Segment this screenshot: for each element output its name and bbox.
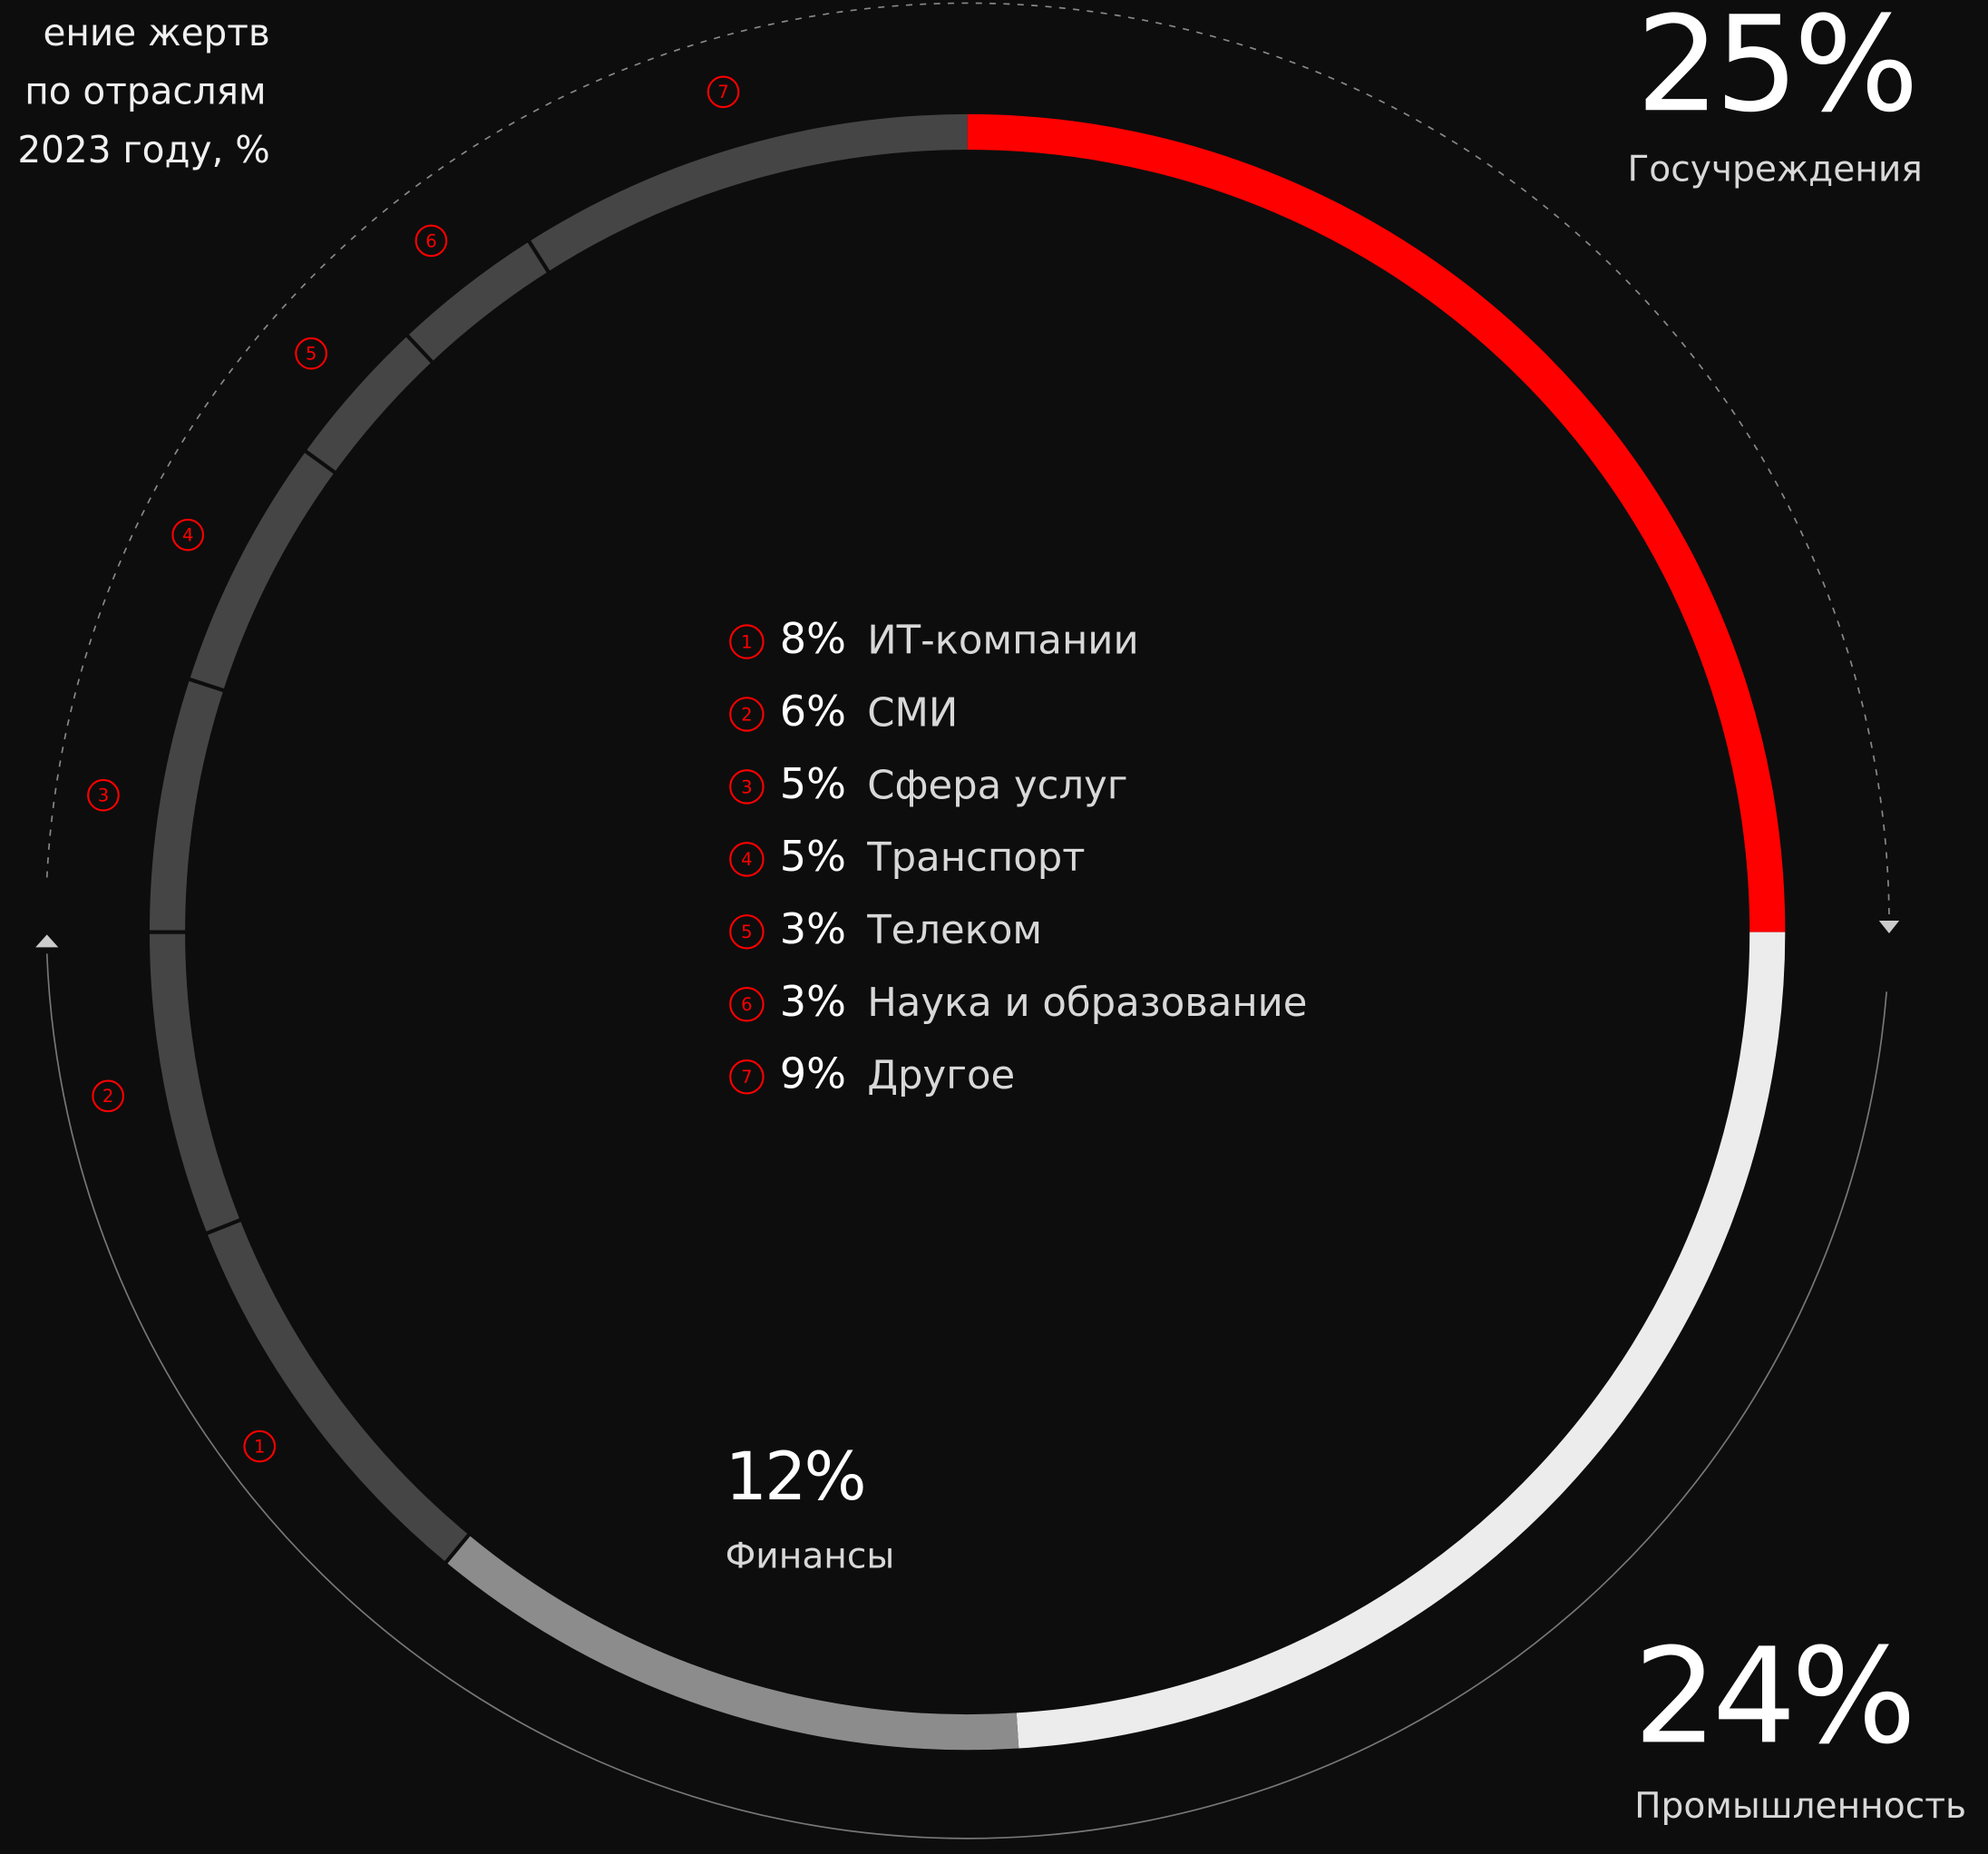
- callout-name: Промышленность: [1634, 1786, 1966, 1827]
- legend-badge: [729, 1059, 765, 1095]
- legend-value: 9%: [780, 1049, 846, 1098]
- donut-segment: [149, 678, 224, 932]
- marker-label: 6: [425, 230, 436, 251]
- callout-value: 25%: [1636, 0, 1914, 141]
- marker-badge: [243, 1430, 277, 1463]
- legend-value: 3%: [780, 977, 846, 1026]
- marker-badge: [171, 518, 205, 551]
- chart-title: по отраслям: [24, 70, 266, 113]
- chart-title: ение жертв: [43, 11, 269, 54]
- legend-name: Другое: [867, 1053, 1015, 1098]
- callout-value: 24%: [1633, 1620, 1911, 1773]
- legend-marker: 1: [741, 631, 752, 652]
- donut-segment: [1016, 932, 1786, 1749]
- legend-marker: 2: [741, 704, 752, 725]
- segment-divider: [303, 449, 337, 475]
- legend-badge: [729, 769, 765, 805]
- callout-value: 12%: [726, 1439, 864, 1516]
- marker-badge: [295, 337, 327, 370]
- marker-label: 1: [254, 1436, 265, 1457]
- legend-badge: [729, 914, 765, 950]
- legend-name: Сфера услуг: [867, 763, 1127, 808]
- donut-segment: [445, 1535, 1019, 1751]
- legend-value: 8%: [780, 614, 846, 663]
- legend-value: 3%: [780, 904, 846, 953]
- legend-badge: [729, 987, 765, 1022]
- arrow: [35, 934, 59, 948]
- legend-badge: [729, 842, 765, 877]
- solid-arc: [45, 953, 1887, 1839]
- legend-badge: [729, 697, 765, 732]
- segment-divider: [443, 1532, 472, 1565]
- segment-divider: [205, 1217, 242, 1235]
- marker-badge: [92, 1079, 124, 1113]
- legend-value: 5%: [780, 759, 846, 808]
- legend-name: Телеком: [866, 908, 1042, 953]
- legend-name: СМИ: [867, 690, 958, 736]
- donut-segment: [207, 1220, 469, 1563]
- legend-name: Наука и образование: [867, 981, 1307, 1026]
- chart-title: 2023 году, %: [17, 128, 269, 171]
- segment-divider: [188, 677, 226, 693]
- marker-label: 7: [717, 82, 728, 102]
- donut-segment: [529, 113, 968, 272]
- legend-badge: [729, 624, 765, 659]
- donut-segment: [149, 932, 240, 1234]
- legend-marker: 7: [741, 1067, 752, 1088]
- marker-label: 5: [306, 344, 317, 365]
- marker-label: 3: [98, 786, 109, 806]
- legend-marker: 4: [741, 849, 752, 870]
- legend-marker: 5: [741, 922, 752, 942]
- segment-divider: [404, 333, 434, 365]
- legend-marker: 6: [741, 994, 752, 1015]
- marker-label: 4: [182, 525, 193, 546]
- legend-name: Транспорт: [866, 835, 1085, 881]
- marker-badge: [87, 778, 120, 812]
- legend-value: 6%: [780, 687, 846, 736]
- legend-marker: 3: [741, 776, 752, 797]
- marker-badge: [707, 75, 740, 109]
- legend-value: 5%: [780, 832, 846, 881]
- marker-badge: [414, 224, 448, 258]
- segment-divider: [526, 239, 551, 274]
- legend-name: ИТ-компании: [867, 618, 1138, 663]
- callout-name: Финансы: [726, 1537, 895, 1577]
- donut-segment: [407, 241, 549, 362]
- arrow: [1878, 921, 1900, 933]
- marker-label: 2: [102, 1086, 113, 1107]
- donut-segment: [306, 336, 433, 473]
- donut-segment: [967, 113, 1786, 932]
- callout-name: Госучреждения: [1627, 149, 1922, 190]
- donut-segment: [190, 451, 335, 691]
